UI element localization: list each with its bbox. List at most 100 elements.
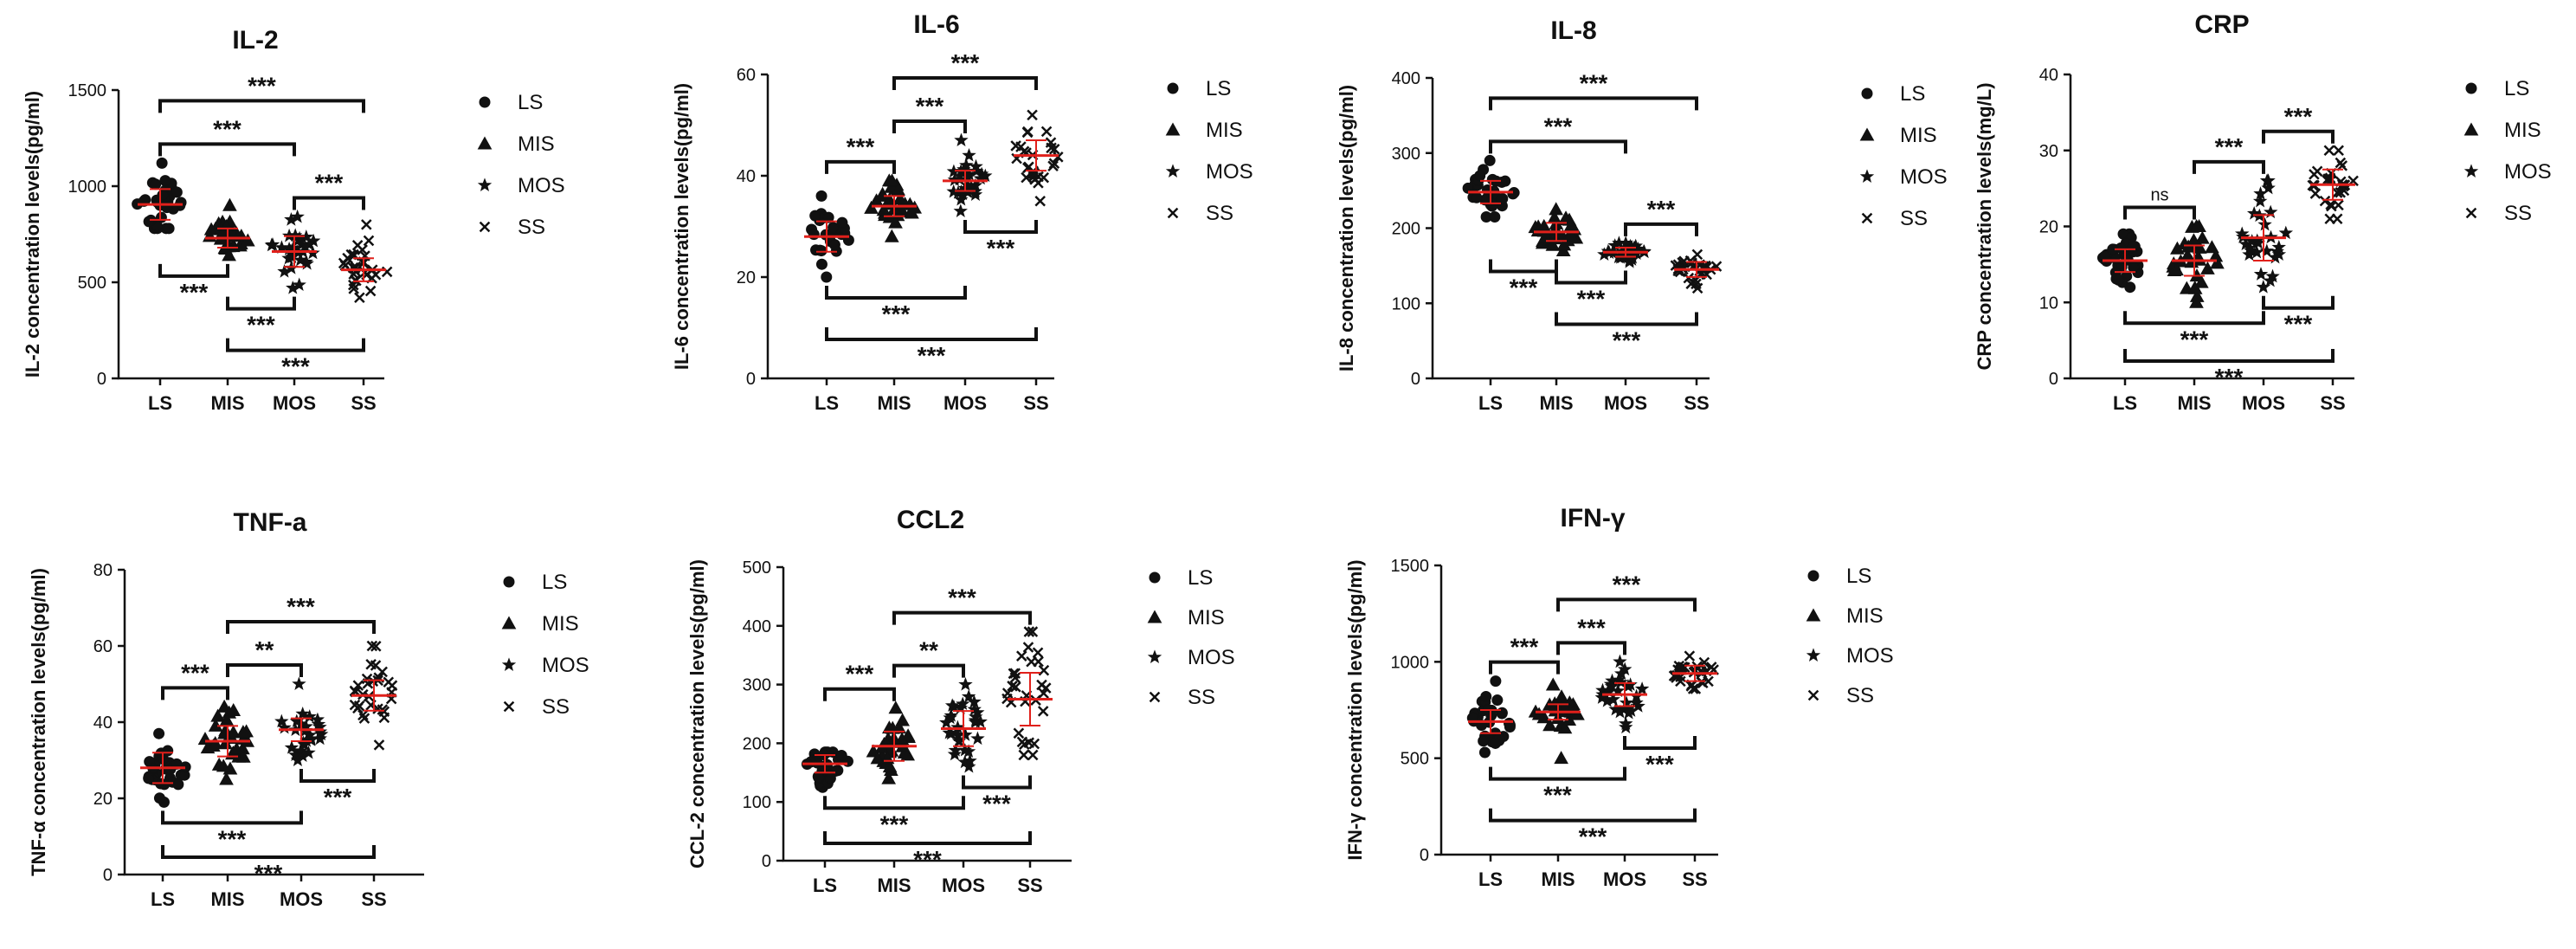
- data-point: [2205, 240, 2219, 254]
- data-point: [2278, 225, 2294, 240]
- data-point: [1554, 689, 1569, 703]
- significance-label: ***: [324, 784, 352, 810]
- significance-label: ***: [1577, 286, 1606, 313]
- legend-marker: [477, 178, 493, 191]
- legend-marker: [1149, 691, 1161, 703]
- data-point: [961, 689, 976, 703]
- legend-label: SS: [518, 216, 545, 239]
- data-point: [2235, 226, 2250, 241]
- data-point: [216, 759, 231, 772]
- significance-bracket: [1489, 139, 1627, 154]
- series-LS: [132, 157, 187, 235]
- data-point: [288, 747, 303, 762]
- data-point: [1556, 237, 1572, 251]
- data-point: [219, 771, 234, 785]
- data-point: [1542, 718, 1557, 732]
- data-point: [1677, 661, 1689, 673]
- x-tick-label: SS: [2320, 392, 2345, 414]
- series-MOS: [274, 676, 329, 766]
- x-tick-label: SS: [1682, 868, 1707, 890]
- data-point: [1570, 707, 1585, 720]
- data-point: [1489, 210, 1501, 223]
- data-point: [236, 749, 251, 763]
- y-tick-label: 0: [1411, 370, 1420, 389]
- y-tick-label: 1500: [68, 81, 107, 100]
- legend-label: LS: [1900, 82, 1925, 106]
- data-point: [1033, 178, 1044, 189]
- legend-marker: [1167, 82, 1179, 94]
- data-point: [946, 184, 961, 198]
- data-point: [197, 732, 213, 746]
- data-point: [143, 216, 155, 228]
- significance-bracket: [825, 286, 967, 300]
- data-point: [351, 240, 364, 251]
- significance-label: ***: [1613, 327, 1641, 354]
- series-LS: [801, 746, 853, 793]
- data-point: [2187, 281, 2202, 294]
- chart-panel-4: CRP CRP concentration levels(mg/L) 0 10 20 30…: [1974, 10, 2552, 414]
- significance-label: ***: [2215, 364, 2244, 391]
- significance-label: ***: [1510, 274, 1538, 301]
- y-tick-label: 1000: [1391, 653, 1430, 672]
- significance-label: ***: [254, 860, 283, 887]
- chart-panel-2: IL-6 IL-6 concentration levels(pg/ml) 0 20 4…: [671, 10, 1253, 414]
- data-point: [373, 739, 385, 751]
- data-point: [815, 258, 828, 270]
- legend-marker: [1149, 571, 1161, 584]
- legend-label: MIS: [1846, 604, 1884, 628]
- significance-label: ***: [951, 49, 980, 76]
- chart-title: IL-2: [232, 26, 278, 55]
- series-MOS: [1597, 236, 1652, 268]
- series-LS: [2096, 228, 2148, 294]
- data-point: [1621, 705, 1636, 720]
- chart-title: TNF-a: [234, 508, 307, 537]
- data-point: [2323, 145, 2335, 157]
- data-point: [1531, 707, 1547, 720]
- data-point: [953, 203, 968, 218]
- series-SS: [2307, 145, 2359, 225]
- x-tick-label: MIS: [877, 392, 911, 414]
- data-point: [287, 228, 303, 242]
- legend-marker: [1807, 570, 1819, 582]
- data-point: [815, 190, 828, 202]
- x-tick-label: SS: [361, 888, 386, 910]
- data-point: [292, 277, 306, 292]
- y-axis-label: CCL-2 concentration levels(pg/ml): [686, 559, 708, 868]
- chart-panel-1: IL-2 IL-2 concentration levels(pg/ml) 0 500…: [22, 26, 565, 414]
- legend-label: MIS: [1188, 606, 1225, 629]
- data-point: [1028, 738, 1040, 750]
- x-tick-label: LS: [1478, 868, 1503, 890]
- data-point: [881, 771, 897, 784]
- data-point: [1474, 170, 1486, 182]
- y-tick-label: 500: [743, 558, 771, 578]
- series-SS: [1670, 249, 1723, 294]
- significance-bracket: [161, 686, 229, 700]
- data-point: [2189, 218, 2204, 232]
- data-point: [2325, 198, 2336, 210]
- significance-label: ***: [1580, 69, 1608, 96]
- y-tick-label: 20: [93, 790, 113, 809]
- data-point: [1549, 202, 1563, 216]
- data-point: [1046, 142, 1057, 154]
- legend-label: MOS: [1846, 644, 1894, 668]
- data-point: [954, 132, 969, 147]
- data-point: [210, 708, 226, 722]
- data-point: [2193, 274, 2209, 288]
- data-point: [1471, 191, 1483, 203]
- y-axis-label: IL-6 concentration levels(pg/ml): [671, 83, 692, 370]
- data-point: [348, 283, 359, 294]
- significance-bracket: [823, 687, 896, 701]
- data-point: [888, 700, 904, 714]
- legend-label: SS: [1206, 202, 1233, 225]
- significance-label: ***: [1579, 823, 1607, 850]
- data-point: [159, 175, 171, 187]
- legend-label: MOS: [1900, 165, 1948, 189]
- legend: LS MIS MOS SS: [1859, 82, 1948, 230]
- data-point: [284, 212, 299, 226]
- significance-label: ***: [247, 312, 275, 339]
- series-MOS: [943, 132, 993, 218]
- data-point: [2244, 234, 2259, 248]
- data-point: [298, 239, 312, 253]
- significance-label: ***: [880, 810, 909, 837]
- significance-bracket: [2123, 311, 2265, 326]
